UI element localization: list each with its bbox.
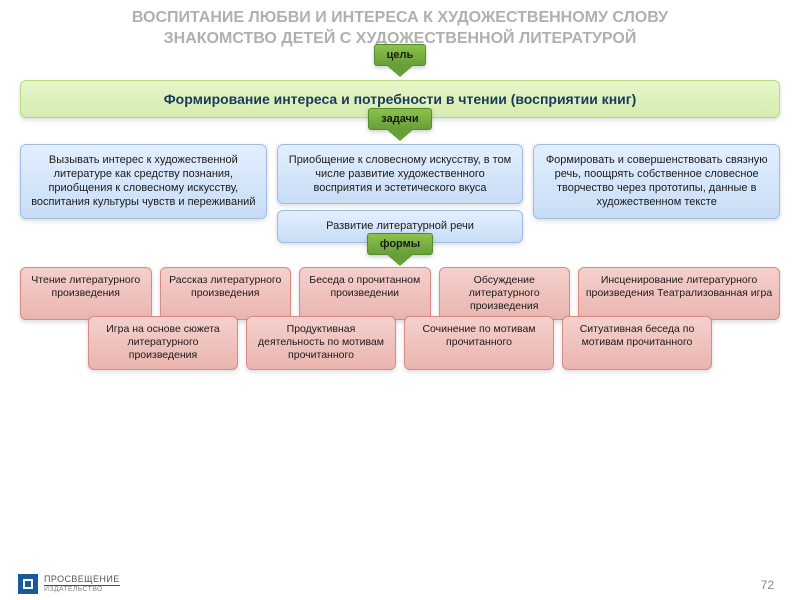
goal-label: цель <box>374 44 427 66</box>
task-box-1: Вызывать интерес к художественной литера… <box>20 144 267 219</box>
forms-row-2: Игра на основе сюжета литературного прои… <box>20 316 780 369</box>
task-box-3: Формировать и совершенствовать связную р… <box>533 144 780 219</box>
form-box-1: Чтение литературного произведения <box>20 267 152 320</box>
forms-arrow: формы <box>0 233 800 255</box>
brand-sub: ИЗДАТЕЛЬСТВО <box>44 586 120 593</box>
tasks-arrow: задачи <box>0 108 800 130</box>
logo-icon <box>18 574 38 594</box>
task-col-1: Вызывать интерес к художественной литера… <box>20 144 267 243</box>
form-box-6: Игра на основе сюжета литературного прои… <box>88 316 238 369</box>
logo-text: ПРОСВЕЩЕНИЕ ИЗДАТЕЛЬСТВО <box>44 575 120 593</box>
task-col-3: Формировать и совершенствовать связную р… <box>533 144 780 243</box>
forms-row-1: Чтение литературного произведения Расска… <box>20 267 780 320</box>
logo-icon-inner <box>23 579 33 589</box>
forms-label: формы <box>367 233 433 255</box>
page-number: 72 <box>761 578 774 592</box>
form-box-2: Рассказ литературного произведения <box>160 267 292 320</box>
tasks-row: Вызывать интерес к художественной литера… <box>20 144 780 243</box>
goal-arrow: цель <box>0 44 800 66</box>
form-box-3: Беседа о прочитанном произведении <box>299 267 431 320</box>
form-box-4: Обсуждение литературного произведения <box>439 267 571 320</box>
form-box-7: Продуктивная деятельность по мотивам про… <box>246 316 396 369</box>
form-box-8: Сочинение по мотивам прочитанного <box>404 316 554 369</box>
task-col-2: Приобщение к словесному искусству, в том… <box>277 144 524 243</box>
task-box-2: Приобщение к словесному искусству, в том… <box>277 144 524 205</box>
tasks-label: задачи <box>368 108 431 130</box>
brand-name: ПРОСВЕЩЕНИЕ <box>44 575 120 585</box>
footer-logo: ПРОСВЕЩЕНИЕ ИЗДАТЕЛЬСТВО <box>18 574 120 594</box>
title-line1: ВОСПИТАНИЕ ЛЮБВИ И ИНТЕРЕСА К ХУДОЖЕСТВЕ… <box>132 9 668 26</box>
form-box-5: Инсценирование литературного произведени… <box>578 267 780 320</box>
form-box-9: Ситуативная беседа по мотивам прочитанно… <box>562 316 712 369</box>
